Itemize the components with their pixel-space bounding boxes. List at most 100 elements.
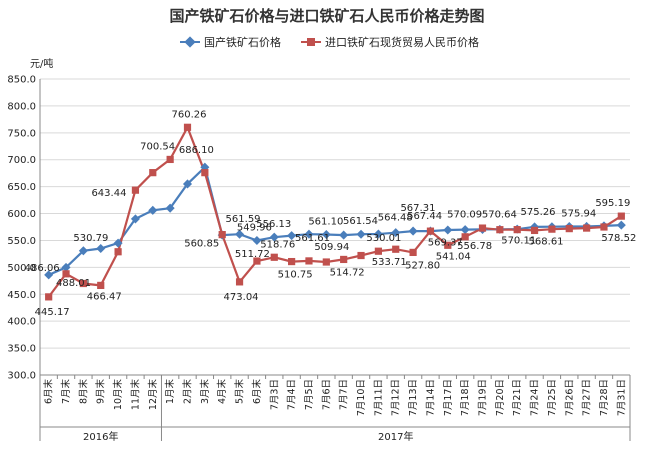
data-point-import [357,251,365,260]
y-tick-label: 850.0 [7,75,36,86]
data-label: 567.31 [400,203,435,214]
series-lines [47,124,622,298]
group-label: 2016年 [83,430,118,443]
data-point-import [201,169,209,177]
data-point-import [183,123,192,131]
legend-label-import: 进口铁矿石现货贸易人民币价格 [325,35,479,49]
data-point-domestic [96,244,106,254]
y-axis-unit-label: 元/吨 [30,57,53,70]
data-label: 473.04 [224,292,259,303]
data-point-import [392,245,400,253]
x-tick-label: 6月末 [43,379,55,405]
legend-marker-domestic [184,36,196,48]
x-tick-label: 7月3日 [269,379,280,410]
legend: 国产铁矿石价格 进口铁矿石现货贸易人民币价格 [180,35,479,49]
data-point-import [166,155,174,164]
x-tick-label: 7月7日 [339,379,350,410]
data-label: 549.96 [237,222,272,233]
data-point-domestic [443,225,453,235]
x-tick-label: 9月末 [95,379,107,405]
data-point-import [461,233,469,241]
data-label: 541.04 [436,251,471,262]
data-label: 643.44 [91,188,126,199]
data-point-import [97,281,105,290]
data-label: 511.72 [235,249,270,260]
data-point-import [340,255,348,264]
y-axis-ticks: 300.0 350.0 400.0 450.0 500.0 550.0 600.0 650.0… [7,75,36,382]
x-tick-label: 7月28日 [599,379,610,416]
data-point-import [322,258,330,266]
data-point-import [565,225,573,233]
x-tick-label: 11月末 [129,379,141,411]
x-tick-label: 7月21日 [512,379,523,416]
data-point-import [530,226,539,235]
data-label: 700.54 [140,141,175,152]
data-point-domestic [321,229,331,240]
data-label: 509.94 [314,242,349,253]
data-label: 578.52 [601,233,636,244]
y-tick-label: 400.0 [7,317,36,328]
data-point-domestic [304,229,314,239]
legend-label-domestic: 国产铁矿石价格 [204,35,281,49]
x-tick-label: 1月末 [164,379,176,405]
data-label: 514.72 [330,267,365,278]
y-tick-label: 550.0 [7,236,36,247]
data-point-import [149,169,157,177]
y-tick-label: 600.0 [7,209,36,220]
data-label: 556.78 [457,241,492,252]
data-point-import [62,270,70,278]
data-point-import [409,248,417,257]
x-tick-label: 12月末 [147,379,159,411]
data-point-import [288,257,296,266]
x-tick-label: 7月5日 [304,379,315,410]
data-point-import [548,225,556,233]
x-tick-label: 7月6日 [321,379,332,410]
data-point-domestic [356,229,366,239]
data-point-import [114,248,122,256]
x-tick-label: 7月末 [60,379,72,405]
data-point-domestic [339,230,349,240]
x-tick-label: 7月18日 [460,379,471,416]
y-tick-label: 350.0 [7,344,36,355]
data-point-domestic [78,246,88,256]
x-tick-label: 7月10日 [356,379,367,416]
data-point-import [617,212,625,220]
data-label: 561.54 [343,216,378,227]
data-label: 530.01 [366,233,401,244]
data-point-import [444,241,452,249]
data-label: 568.61 [529,236,564,247]
x-tick-label: 3月末 [199,379,211,405]
data-point-domestic [616,220,626,230]
y-tick-label: 500.0 [7,263,36,274]
x-axis-year-groups: 2016年 2017年 [39,375,631,443]
x-tick-label: 2月末 [182,379,194,405]
x-tick-label: 7月19日 [478,379,489,416]
data-label: 570.11 [501,236,536,247]
data-point-import [45,293,53,301]
data-label: 530.79 [73,233,108,244]
data-point-import [131,186,140,194]
x-tick-label: 6月末 [251,379,263,405]
data-label: 445.17 [35,307,70,318]
y-tick-label: 650.0 [7,182,36,193]
data-point-import [513,226,521,234]
data-point-import [253,257,261,265]
x-tick-label: 7月12日 [391,379,402,416]
x-tick-label: 7月4日 [287,379,298,410]
x-tick-label: 5月末 [234,379,246,405]
y-tick-label: 450.0 [7,290,36,301]
data-label: 466.47 [87,291,122,302]
data-label: 760.26 [172,109,207,120]
y-tick-label: 800.0 [7,101,36,112]
data-label: 564.48 [378,213,413,224]
x-tick-label: 7月17日 [443,379,454,416]
data-label: 575.94 [561,208,596,219]
series-line-0 [48,165,622,276]
data-point-import [270,253,278,261]
data-label: 561.61 [295,233,330,244]
x-tick-label: 10月末 [112,379,124,411]
x-tick-label: 7月11日 [373,379,384,416]
y-tick-label: 750.0 [7,128,36,139]
